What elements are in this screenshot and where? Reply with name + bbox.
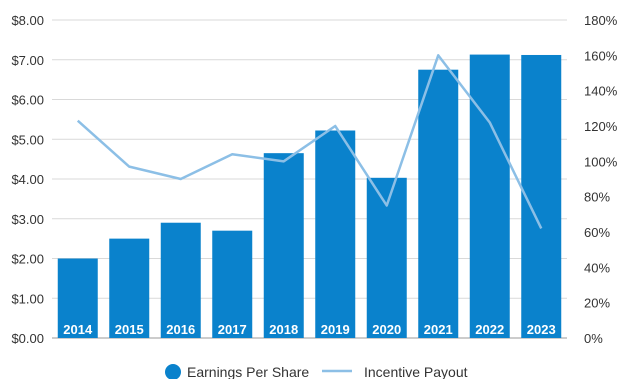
- legend-label-incentive: Incentive Payout: [364, 364, 468, 379]
- left-tick-label: $2.00: [11, 252, 44, 267]
- left-axis: $0.00 $1.00 $2.00 $3.00 $4.00 $5.00 $6.00 $7.00…: [11, 13, 44, 346]
- left-tick-label: $7.00: [11, 53, 44, 68]
- right-tick-label: 100%: [584, 154, 618, 169]
- category-label: 2022: [475, 322, 504, 337]
- right-tick-label: 80%: [584, 190, 610, 205]
- bar-2014: [57, 258, 98, 338]
- right-tick-label: 160%: [584, 48, 618, 63]
- bar-2017: [212, 230, 253, 338]
- category-label: 2023: [527, 322, 556, 337]
- right-tick-label: 0%: [584, 331, 603, 346]
- category-label: 2021: [424, 322, 453, 337]
- left-tick-label: $1.00: [11, 291, 44, 306]
- bar-2015: [109, 238, 150, 338]
- bar-2023: [521, 54, 562, 338]
- category-label: 2018: [269, 322, 298, 337]
- right-tick-label: 120%: [584, 119, 618, 134]
- bar-2019: [315, 130, 356, 338]
- legend-marker-earnings: [165, 364, 181, 379]
- left-tick-label: $8.00: [11, 13, 44, 28]
- category-label: 2014: [63, 322, 93, 337]
- incentive-line-group: [76, 54, 543, 230]
- incentive-payout-line: [76, 54, 543, 230]
- left-tick-label: $5.00: [11, 132, 44, 147]
- legend: Earnings Per Share Incentive Payout: [165, 364, 468, 379]
- left-tick-label: $0.00: [11, 331, 44, 346]
- bars: [57, 54, 562, 339]
- legend-label-earnings: Earnings Per Share: [187, 364, 309, 379]
- bar-2021: [418, 69, 459, 338]
- left-tick-label: $3.00: [11, 212, 44, 227]
- category-label: 2017: [218, 322, 247, 337]
- bar-2018: [263, 153, 304, 338]
- category-label: 2019: [321, 322, 350, 337]
- bar-2022: [469, 54, 510, 339]
- right-tick-label: 20%: [584, 296, 610, 311]
- category-label: 2016: [166, 322, 195, 337]
- category-label: 2015: [115, 322, 144, 337]
- bar-2016: [160, 222, 201, 338]
- right-tick-label: 180%: [584, 13, 618, 28]
- right-tick-label: 140%: [584, 84, 618, 99]
- left-tick-label: $6.00: [11, 93, 44, 108]
- category-label: 2020: [372, 322, 401, 337]
- right-axis: 0% 20% 40% 60% 80% 100% 120% 140% 160% 180%: [584, 13, 618, 346]
- bar-category-labels: 2014 2015 2016 2017 2018 2019 2020 2021 2022 2023: [63, 322, 555, 337]
- right-tick-label: 60%: [584, 225, 610, 240]
- right-tick-label: 40%: [584, 260, 610, 275]
- left-tick-label: $4.00: [11, 172, 44, 187]
